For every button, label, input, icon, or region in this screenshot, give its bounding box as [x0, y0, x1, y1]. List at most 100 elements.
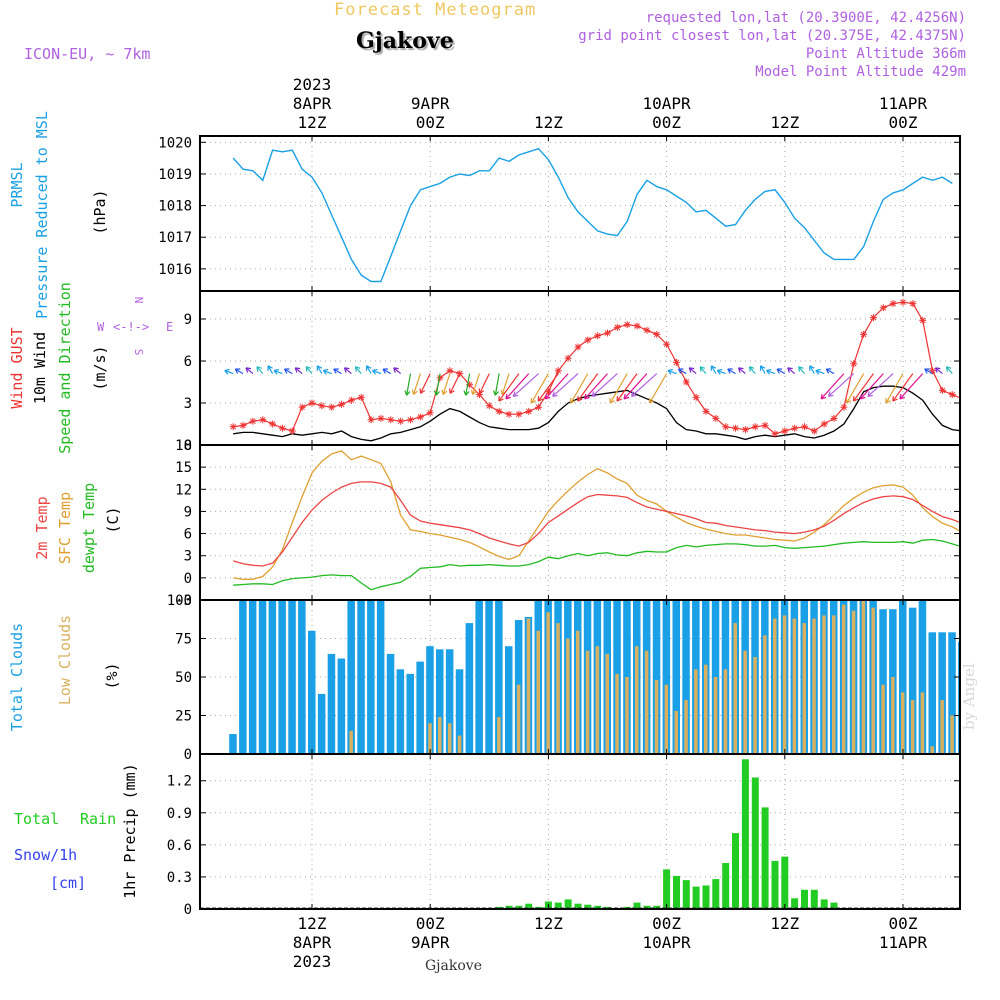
time-label-top: 12Z: [534, 113, 563, 132]
total-clouds-bar: [298, 600, 306, 754]
total-label: Total: [14, 810, 59, 828]
temp-2m-line: [233, 481, 960, 567]
precip-bar: [830, 902, 838, 909]
precip-bar: [820, 899, 828, 909]
wind-direction-arrow: [766, 369, 776, 375]
total-clouds-bar: [899, 600, 907, 754]
wind-direction-arrow: [537, 373, 559, 402]
wind-direction-arrow: [442, 373, 451, 395]
clouds-axis-tick-label: 100: [167, 593, 192, 609]
wind-gust-point: [357, 393, 365, 401]
temp-axis-tick-label: 0: [184, 571, 192, 587]
wind-direction-arrowhead: [267, 365, 273, 371]
wind-gust-point: [761, 421, 769, 429]
time-label-top: 10APR: [643, 94, 692, 113]
wind-direction-arrow: [678, 368, 687, 375]
wind-direction-arrowhead: [766, 368, 772, 375]
wind-gust-point: [446, 367, 454, 375]
precip-bar: [751, 777, 759, 909]
wind-direction-arrow: [946, 366, 953, 374]
wind-direction-arrow: [449, 373, 461, 394]
low-clouds-bar: [566, 638, 570, 754]
wind-direction-arrow: [501, 373, 510, 395]
wind-direction-arrowhead: [616, 396, 622, 402]
wind-direction-arrowhead: [433, 390, 440, 396]
wind-direction-arrow: [406, 373, 412, 396]
wind-direction-arrowhead: [688, 367, 695, 373]
clouds-unit: (%): [103, 662, 121, 689]
wind-gust-point: [308, 399, 316, 407]
footer-location: Gjakove: [425, 958, 482, 974]
total-clouds-bar: [416, 661, 424, 754]
requested-coords: requested lon,lat (20.3900E, 42.4256N): [645, 10, 966, 26]
time-label-top: 00Z: [889, 113, 918, 132]
wind-direction-arrow: [809, 365, 815, 374]
wind-gust-point: [387, 416, 395, 424]
wind-direction-arrowhead: [809, 365, 815, 371]
temp-axis-tick-label: -3: [175, 593, 192, 609]
wind-gust-point: [554, 367, 562, 375]
pressure-unit: (hPa): [91, 189, 109, 234]
wind-gust-point: [938, 386, 946, 394]
low-clouds-bar: [901, 692, 905, 754]
wind-direction-arrow: [798, 366, 805, 374]
clouds-axis-tick-label: 75: [175, 632, 192, 648]
wind-direction-arrow: [316, 365, 323, 374]
wind-direction-arrowhead: [885, 398, 891, 404]
wind-gust-point: [318, 402, 326, 410]
low-clouds-bar: [635, 646, 639, 754]
wind-direction-arrow: [465, 373, 471, 396]
wind-direction-arrow: [305, 366, 313, 374]
wind-direction-arrowhead: [245, 367, 252, 373]
low-clouds-bar: [841, 604, 846, 754]
low-clouds-bar: [851, 610, 856, 754]
precip-bar: [643, 905, 651, 909]
wind-direction-arrowhead: [256, 366, 262, 372]
low-clouds-bar: [753, 657, 757, 754]
total-clouds-bar: [879, 609, 887, 754]
total-clouds-bar: [376, 600, 385, 754]
total-clouds-bar: [386, 653, 395, 754]
wind-direction-arrow: [846, 373, 865, 404]
wind-gust-point: [869, 314, 877, 322]
wind-speed-line: [233, 385, 960, 442]
wind-unit: (m/s): [91, 345, 109, 390]
wind-gust-point: [278, 424, 286, 432]
wind-direction-arrowhead: [273, 368, 280, 375]
low-clouds-bar: [812, 618, 816, 754]
temp-axis-tick-label: 6: [184, 527, 192, 543]
wind-direction-arrowhead: [815, 368, 821, 375]
temp-axis-tick-label: 12: [175, 482, 192, 498]
wind-direction-arrow: [530, 373, 549, 404]
precip-bar: [594, 905, 602, 909]
low-clouds-bar: [694, 669, 698, 754]
wind-gust-point: [377, 414, 385, 422]
wind-direction-arrow: [256, 366, 264, 374]
wind-direction-arrow: [710, 365, 717, 374]
wind-direction-arrow: [852, 373, 874, 402]
low-clouds-bar: [349, 730, 353, 754]
wind-direction-arrow: [479, 373, 490, 394]
wind-direction-arrow: [224, 369, 234, 375]
wind-direction-arrow: [273, 369, 283, 375]
wind-direction-arrow: [284, 368, 293, 375]
low-clouds-bar: [684, 700, 688, 754]
wind-gust-point: [298, 403, 306, 411]
pressure-axis-tick-label: 1019: [158, 167, 192, 183]
precip-bar: [682, 880, 690, 909]
time-label-bottom: 10APR: [643, 933, 692, 952]
wind-direction-arrow: [498, 373, 520, 402]
precip-bar: [781, 856, 789, 909]
wind-gust-point: [564, 354, 572, 362]
wind-direction-arrowhead: [393, 367, 399, 373]
low-clouds-bar: [526, 618, 531, 754]
wind-direction-arrowhead: [316, 365, 323, 371]
wind-gust-point: [604, 329, 611, 337]
wind-direction-arrowhead: [441, 389, 448, 395]
wind-direction-arrow: [355, 366, 362, 374]
wind-direction-arrow: [924, 368, 933, 375]
wind-direction-arrowhead: [667, 368, 674, 375]
wind-direction-arrow: [267, 365, 274, 374]
low-clouds-bar: [595, 646, 600, 754]
